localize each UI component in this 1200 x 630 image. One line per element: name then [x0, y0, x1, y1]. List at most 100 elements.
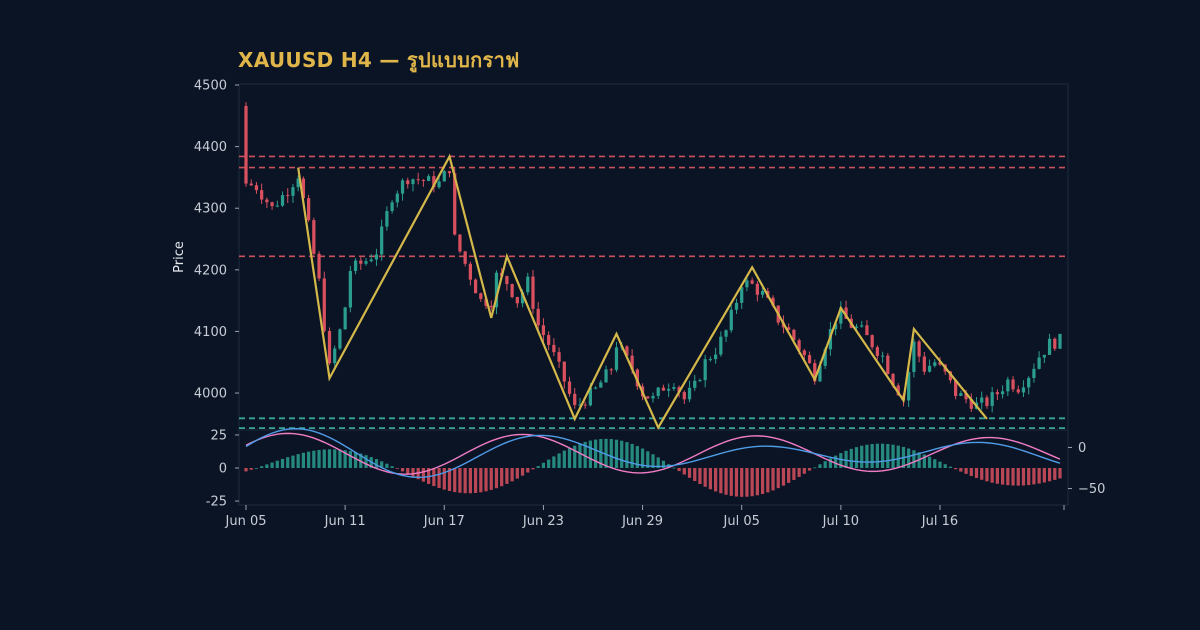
histogram-bar [974, 468, 979, 478]
candle-body [541, 325, 546, 336]
candle-body [1037, 357, 1041, 369]
candle-body [364, 261, 368, 264]
candle-body [990, 392, 994, 406]
candle-body [708, 359, 713, 361]
candle-body [880, 355, 885, 357]
histogram-bar [750, 468, 754, 497]
histogram-bar [604, 438, 608, 468]
candle-body [813, 363, 817, 382]
histogram-bar [275, 460, 279, 468]
histogram-bar [635, 446, 639, 468]
candle-body [985, 397, 989, 406]
histogram-bar [698, 468, 702, 485]
candle-body [823, 349, 827, 366]
histogram-bar [312, 450, 316, 468]
histogram-bar [562, 450, 566, 468]
histogram-bar [995, 468, 1000, 484]
fast-signal-line [245, 428, 1061, 479]
histogram-bar [927, 456, 932, 468]
candle-body [458, 234, 462, 252]
histogram-bar [651, 454, 655, 468]
histogram-bar [395, 468, 399, 469]
indicator-panel: 25 0 -25 0 −50 [206, 428, 1106, 510]
histogram-bar [907, 448, 911, 468]
candle-body [922, 356, 926, 372]
x-tick-label: Jul 10 [822, 514, 859, 529]
x-tick-label: Jun 11 [324, 514, 366, 529]
histogram-bar [729, 468, 733, 496]
price-zigzag [297, 153, 988, 430]
candle-body [275, 205, 279, 207]
histogram-bar [865, 444, 869, 468]
candle-body [400, 180, 405, 194]
candle-body [959, 393, 963, 396]
histogram-bar [886, 444, 890, 468]
candle-body [416, 179, 420, 181]
histogram-bar [254, 468, 259, 469]
histogram-bar [677, 468, 681, 472]
histogram-bar [421, 468, 426, 482]
candle-body [719, 336, 723, 355]
histogram-bar [1000, 468, 1005, 485]
candle-body [526, 276, 530, 293]
candle-body [1047, 338, 1052, 355]
y-tick-label: 4200 [194, 263, 227, 278]
candle-body [411, 179, 415, 185]
candle-body [797, 340, 801, 351]
candle-body [614, 347, 619, 370]
right-y-tick-label: −50 [1078, 482, 1105, 497]
histogram-bar [348, 451, 352, 468]
candle-body [818, 365, 822, 382]
histogram-bar [922, 454, 926, 468]
candle-body [494, 272, 499, 308]
price-panel: 4000 4100 4200 4300 4400 4500 Price [172, 79, 1069, 431]
histogram-bar [286, 457, 290, 468]
candle-body [583, 404, 587, 406]
histogram-bar [1042, 468, 1046, 483]
candle-body [787, 327, 791, 330]
histogram-bar [317, 449, 321, 468]
candle-body [447, 171, 452, 174]
candle-body [249, 183, 253, 186]
histogram-bar [343, 450, 347, 468]
x-tick-label: Jul 05 [723, 514, 760, 529]
candle-body [254, 185, 259, 191]
histogram-bar [291, 455, 295, 468]
candle-body [933, 362, 937, 366]
candle-body [359, 260, 363, 264]
indicator-y-axes: 25 0 -25 0 −50 [206, 428, 1106, 509]
candle-body [390, 202, 394, 212]
histogram-bar [406, 468, 410, 475]
indicator-histogram [244, 438, 1062, 497]
candle-body [353, 260, 358, 272]
histogram-bar [964, 468, 968, 474]
candle-body [802, 350, 806, 356]
histogram-bar [327, 449, 332, 468]
histogram-bar [802, 468, 806, 474]
histogram-bar [463, 468, 467, 494]
histogram-bar [494, 468, 499, 489]
y-tick-label: 4100 [194, 325, 227, 340]
histogram-bar [547, 459, 551, 468]
histogram-bar [338, 449, 342, 468]
candle-body [536, 308, 540, 326]
candle-body [421, 180, 426, 182]
candle-body [348, 271, 352, 308]
histogram-bar [557, 453, 561, 468]
candle-body [792, 329, 796, 341]
y-tick-label: 4300 [194, 202, 227, 217]
candle-body [907, 372, 911, 401]
histogram-bar [270, 462, 274, 468]
histogram-bar [1037, 468, 1041, 484]
candle-body [573, 393, 577, 406]
histogram-bar [969, 468, 973, 477]
histogram-bar [1027, 468, 1031, 486]
histogram-bar [390, 466, 394, 468]
histogram-bar [1058, 468, 1062, 479]
candle-body [260, 190, 264, 200]
candle-body [406, 180, 410, 185]
histogram-bar [870, 444, 874, 468]
histogram-bar [609, 439, 613, 468]
candle-body [599, 382, 603, 388]
histogram-bar [828, 458, 833, 468]
